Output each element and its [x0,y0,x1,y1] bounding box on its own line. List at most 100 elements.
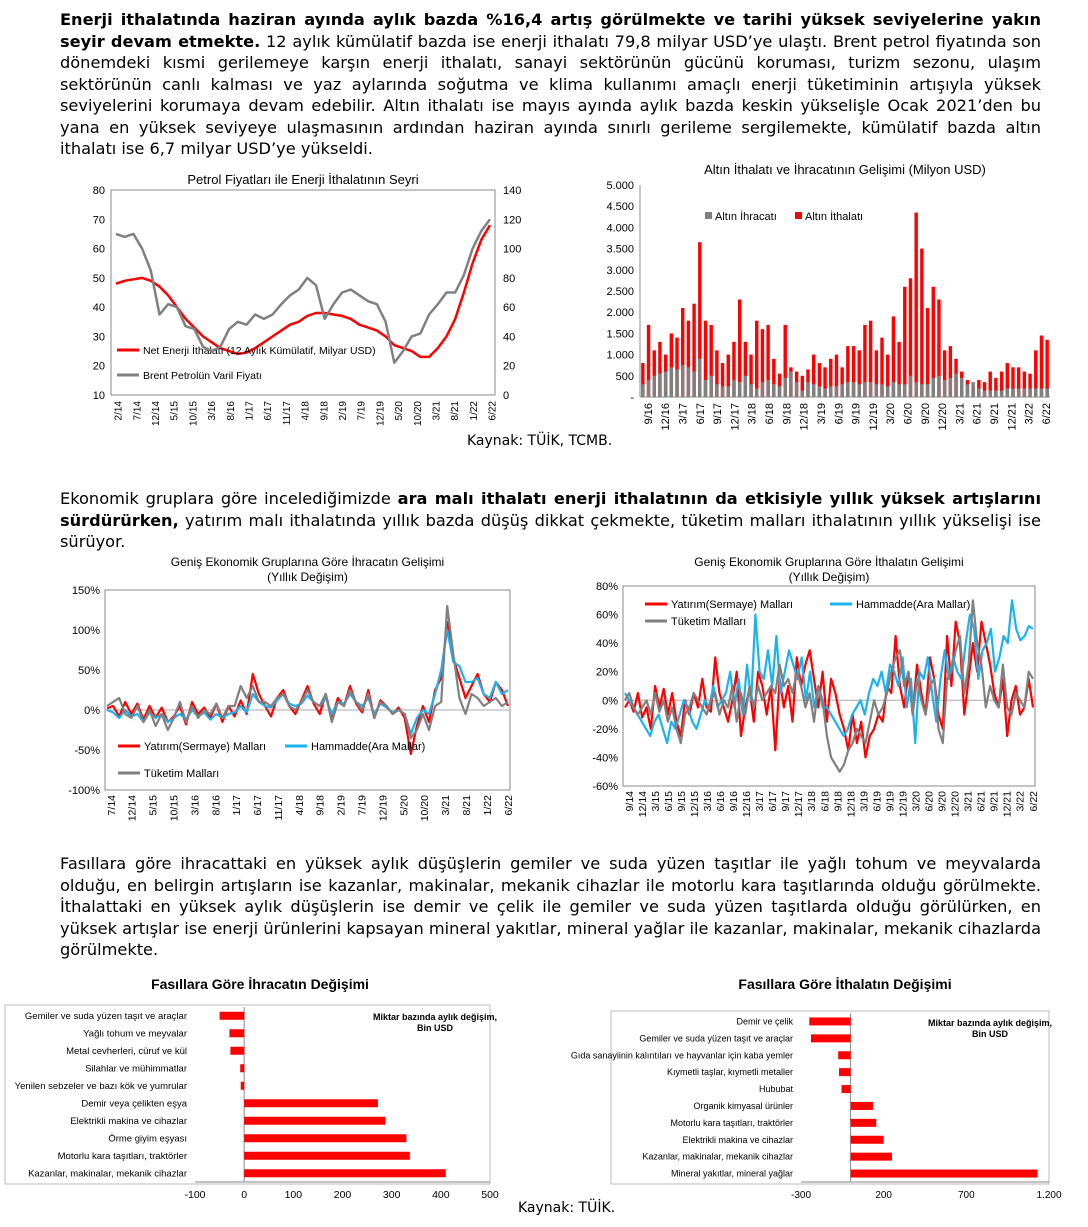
x-tick-label: 5/20 [394,401,405,421]
bar-export [937,375,941,397]
bar-export [1039,388,1044,397]
x-tick-label: 12/16 [660,403,672,431]
bar-export [1016,388,1021,397]
y-tick-label: 60% [596,610,618,622]
x-tick-label: 5/15 [148,795,160,816]
bar [244,1169,446,1178]
bar-export [1022,388,1027,397]
y-right-tick-label: 80 [503,273,515,285]
bar-import [766,324,770,397]
bar-import [999,371,1004,397]
x-tick-label: 6/22 [488,401,499,421]
bar-export [880,384,884,397]
bar [850,1152,892,1161]
x-tick-label: 700 [958,1190,975,1201]
chart-chapter-imports: Fasıllara Göre İthalatın Değişimi -300 200… [571,976,1062,1201]
bar-export [646,380,651,397]
x-tick-label: 10/15 [188,401,199,426]
bar-export [760,382,765,397]
bar-import [937,299,941,397]
y-left-tick-label: 20 [93,361,105,373]
category-label: Örme giyim eşyası [108,1133,187,1144]
y-right-tick-label: 20 [503,361,515,373]
bar-export [994,390,998,397]
bar [230,1046,245,1055]
x-tick-label: 12/21 [1006,403,1018,431]
bar [244,1099,378,1108]
chart-title: Fasıllara Göre İthalatın Değişimi [738,976,951,992]
y-left-tick-label: 30 [93,331,105,343]
x-tick-label: 4/18 [301,401,312,421]
bar-import [755,320,759,397]
x-tick-label: 9/19 [851,403,863,424]
bar-export [675,369,679,397]
plot-frame [610,1010,1050,1185]
bar-import [891,316,896,397]
bar-export [698,358,702,397]
x-tick-label: 9/18 [319,401,330,421]
bar-export [846,382,850,397]
bar-export [863,382,867,397]
y-tick-label: 0% [602,695,618,707]
y-left-tick-label: 80 [93,185,105,197]
bar-export [658,373,662,397]
bar-import [1039,335,1044,397]
x-tick-label: 12/14 [637,791,649,817]
x-tick-label: 5/15 [170,401,181,421]
bar-export [817,386,822,397]
legend-label: Hammadde(Ara Mallar) [311,741,425,753]
bar [244,1116,386,1125]
category-label: Elektrikli makina ve cihazlar [682,1135,793,1145]
series-line [624,599,1034,745]
x-tick-label: 12/17 [793,791,805,817]
bar-export [897,384,901,397]
x-tick-label: 2/14 [114,401,125,421]
bar-import [652,350,656,397]
plot-frame [622,585,1036,787]
category-label: Gemiler ve suda yüzen taşıt ve araçlar [639,1033,793,1043]
y-tick-label: 3.000 [606,265,634,277]
x-tick-label: 6/22 [1041,403,1053,424]
bar-import [777,373,782,397]
x-tick-label: 9/16 [728,791,740,812]
bar-export [1011,388,1015,397]
legend-label: Tüketim Malları [144,768,219,780]
bar-export [743,375,748,397]
chart-gold-trade: Altın İthalatı ve İhracatının Gelişimi (… [606,162,1053,431]
x-tick-label: 3/22 [1024,403,1036,424]
x-tick-label: 3/16 [702,791,714,812]
bar-import [641,363,645,397]
x-tick-label: 3/21 [954,403,966,424]
x-tick-label: 3/18 [747,403,759,424]
x-tick-label: 3/21 [440,795,452,816]
x-tick-label: 200 [875,1190,892,1201]
x-tick-label: 6/21 [972,403,984,424]
bar-export [726,386,730,397]
x-tick-label: 12/14 [151,401,162,426]
x-tick-label: 10/15 [168,795,180,821]
chart-title: Fasıllara Göre İhracatın Değişimi [151,976,369,992]
bar-import [942,350,947,397]
bar-import [914,212,918,397]
x-tick-label: 400 [432,1189,450,1201]
bar-import [772,358,776,397]
x-tick-label: 12/19 [375,401,386,426]
x-tick-label: 7/19 [357,401,368,421]
bar-import [834,354,839,397]
x-tick-label: 9/15 [676,791,688,812]
x-tick-label: 9/18 [315,795,327,816]
x-tick-label: 12/18 [845,791,857,817]
paragraph-bold: Enerji ithalatında haziran ayında aylık … [60,10,1041,51]
y-tick-label: 5.000 [606,180,634,192]
x-tick-label: 6/22 [503,795,515,816]
bar-export [755,388,759,397]
y-tick-label: 20% [596,667,618,679]
bar [810,1034,851,1043]
bar-export [1005,388,1009,397]
category-label: Metal cevherleri, cüruf ve kül [66,1046,187,1057]
bar-import [840,367,844,397]
bar-export [703,380,708,397]
x-tick-label: 12/16 [741,791,753,817]
bar-import [948,346,953,397]
x-tick-label: 7/19 [357,795,369,816]
